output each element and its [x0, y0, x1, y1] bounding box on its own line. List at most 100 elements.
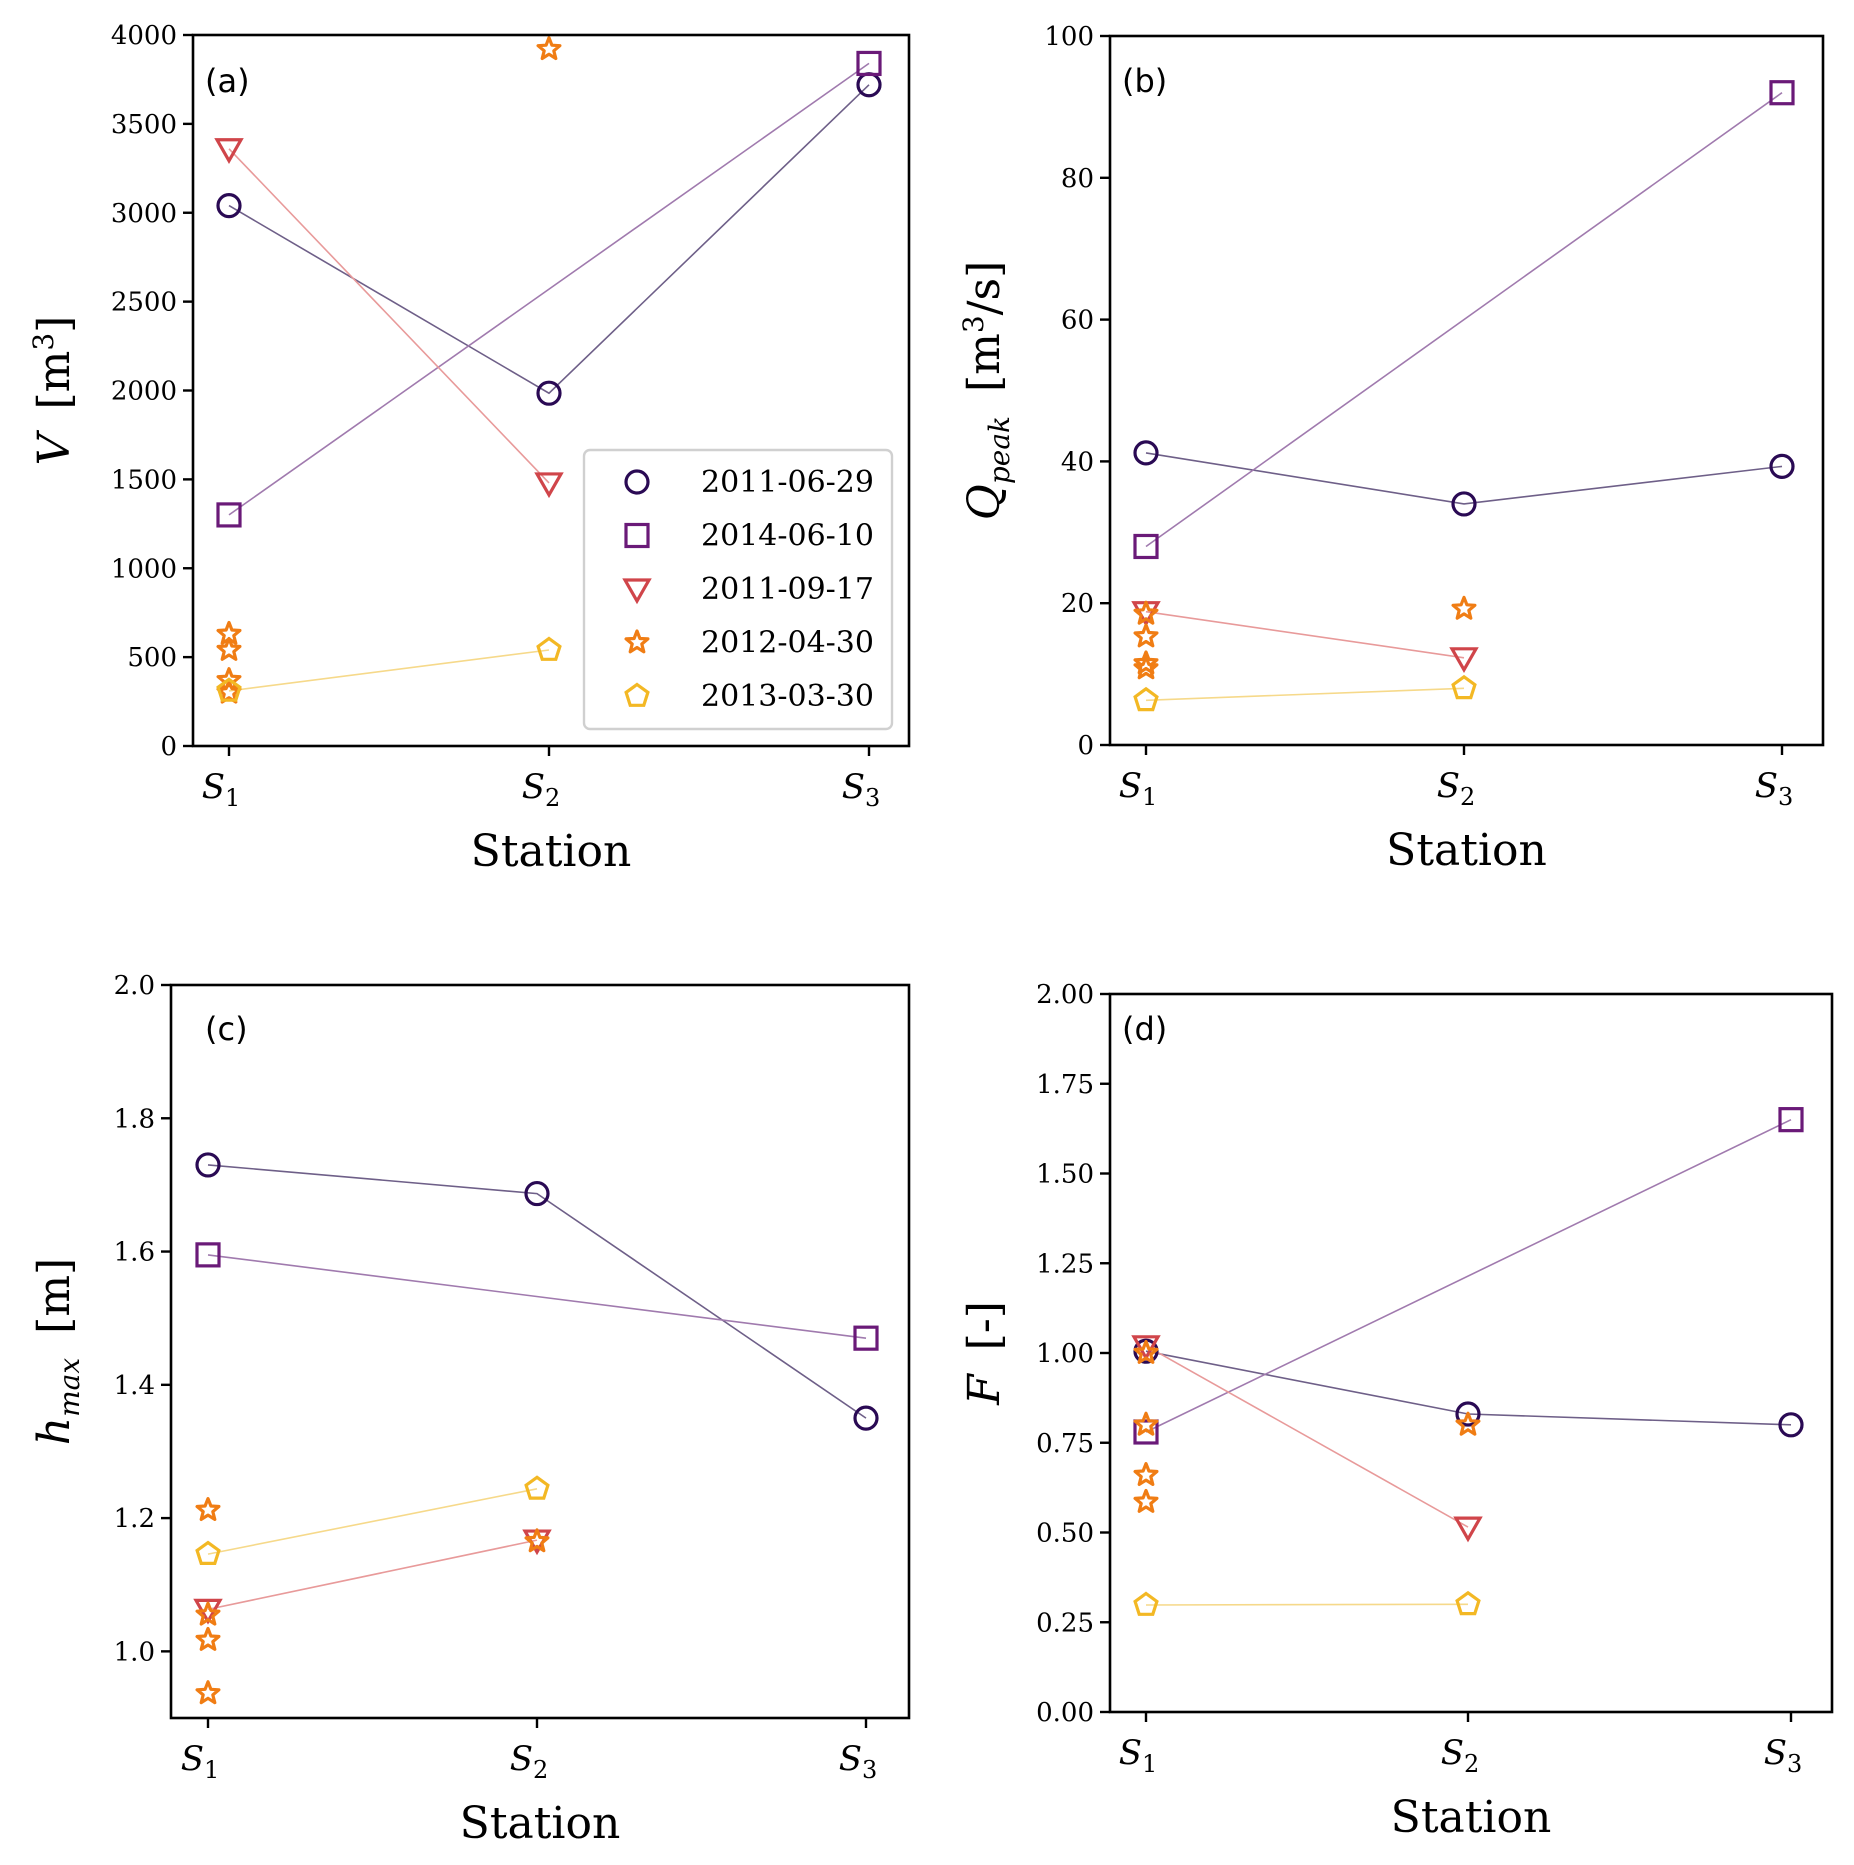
data-point-2012-04-30-1	[195, 1601, 221, 1626]
y-tick-label: 1.75	[1036, 1070, 1094, 1100]
legend-marker-star	[624, 629, 650, 654]
y-tick-label: 0	[1077, 731, 1094, 761]
series-line-2014-06-10	[1145, 1118, 1792, 1433]
data-point-2014-06-10-0	[1133, 533, 1159, 560]
legend-marker-pentagon	[624, 682, 650, 707]
y-tick-label: 1.6	[114, 1238, 155, 1268]
y-tick-label: 2.00	[1036, 980, 1094, 1010]
series-line-2013-03-30	[1145, 1603, 1469, 1606]
panel-b: 0 20 40 60 80 100 S1 S2 S3 Station Qpeak [m3/s] (b)	[957, 22, 1825, 876]
data-point-2011-06-29-2	[856, 72, 882, 98]
data-point-2013-03-30-1	[1451, 674, 1477, 700]
y-tick-label: 1.00	[1036, 1339, 1094, 1369]
x-axis-label: Station	[1386, 825, 1547, 876]
y-tick-label: 500	[127, 643, 177, 673]
data-point-2012-04-30-4	[1455, 1411, 1481, 1436]
x-axis-label: Station	[460, 1798, 621, 1849]
panel-label: (d)	[1122, 1010, 1167, 1048]
y-axis-label: hmax [m]	[29, 1258, 86, 1445]
data-point-2012-04-30-4	[536, 36, 562, 61]
data-point-2014-06-10-0	[1133, 1419, 1159, 1445]
y-tick-label: 3000	[111, 199, 177, 229]
data-point-2014-06-10-1	[853, 1325, 879, 1351]
data-point-2013-03-30-0	[216, 677, 242, 702]
x-tick-label: S1	[202, 767, 241, 812]
y-tick-label: 2000	[111, 377, 177, 407]
x-tick-label: S1	[1119, 766, 1158, 811]
data-point-2014-06-10-1	[1769, 80, 1795, 106]
series-line-2014-06-10	[1145, 92, 1783, 548]
data-point-2011-06-29-1	[536, 380, 562, 406]
y-tick-label: 20	[1061, 589, 1094, 619]
x-tick-label: S1	[181, 1739, 220, 1784]
legend-entry: 2014-06-10	[624, 519, 874, 554]
y-axis-label: F [-]	[959, 1301, 1010, 1406]
legend-marker-square	[624, 522, 650, 549]
x-axis-label: Station	[1391, 1792, 1552, 1843]
y-tick-label: 60	[1061, 306, 1094, 336]
legend-box	[582, 448, 894, 731]
data-point-2014-06-10-1	[1778, 1107, 1804, 1133]
series-line-2011-06-29	[207, 1164, 867, 1419]
y-tick-label: 2500	[111, 288, 177, 318]
data-point-2012-04-30-2	[195, 1626, 221, 1651]
data-point-2011-06-29-0	[216, 193, 242, 219]
data-point-2012-04-30-3	[1133, 655, 1159, 680]
data-point-2011-09-17-1	[1449, 647, 1479, 674]
data-point-2013-03-30-0	[1133, 1591, 1159, 1616]
data-point-2014-06-10-0	[216, 502, 242, 528]
panel-a: 0 500 1000 1500 2000 2500 3000 3500 4000 S1 S2 S3 St…	[27, 21, 911, 877]
y-axis-label: V [m3]	[27, 316, 80, 466]
series-line-2011-09-17	[1145, 610, 1465, 659]
data-point-2012-04-30-2	[1133, 650, 1159, 675]
panel-d: 0.00 0.25 0.50 0.75 1.00 1.25 1.50 1.75 2.00 S1 S2…	[959, 980, 1834, 1843]
data-point-2012-04-30-4	[1451, 595, 1477, 620]
data-point-2012-04-30-1	[1133, 623, 1159, 648]
y-tick-label: 0.50	[1036, 1519, 1094, 1549]
data-point-2013-03-30-1	[536, 636, 562, 661]
data-point-2011-06-29-1	[524, 1180, 550, 1207]
series-line-2011-09-17	[207, 1539, 538, 1611]
data-point-2011-06-29-1	[1451, 491, 1477, 517]
y-axis-label: Qpeak [m3/s]	[957, 261, 1016, 521]
data-point-2012-04-30-1	[1133, 1411, 1159, 1436]
y-tick-label: 0.25	[1036, 1608, 1094, 1638]
series-line-2014-06-10	[207, 1254, 867, 1339]
data-point-2011-06-29-2	[1778, 1412, 1804, 1438]
y-tick-label: 40	[1061, 447, 1094, 477]
series-line-2013-03-30	[207, 1488, 538, 1555]
data-point-2012-04-30-0	[195, 1496, 221, 1522]
series-line-2013-03-30	[228, 649, 550, 692]
data-point-2011-06-29-0	[195, 1152, 221, 1178]
y-tick-label: 1.25	[1036, 1249, 1094, 1279]
y-tick-label: 4000	[111, 21, 177, 51]
data-point-2013-03-30-0	[195, 1540, 221, 1566]
legend-marker-circle	[624, 469, 650, 495]
data-point-2011-09-17-0	[1131, 1335, 1161, 1362]
legend-marker-triangle-down	[622, 578, 652, 605]
legend-entry: 2012-04-30	[624, 626, 874, 661]
x-tick-label: S3	[1764, 1733, 1803, 1778]
y-tick-label: 0.75	[1036, 1429, 1094, 1459]
data-point-2012-04-30-0	[1133, 1339, 1159, 1364]
y-tick-label: 2.0	[114, 971, 155, 1001]
legend-label: 2012-04-30	[701, 626, 874, 661]
x-tick-label: S3	[839, 1739, 878, 1784]
data-point-2012-04-30-3	[216, 679, 242, 704]
x-axis-label: Station	[471, 826, 632, 877]
x-tick-label: S2	[522, 767, 561, 812]
data-point-2011-06-29-1	[1455, 1401, 1481, 1427]
series-line-2011-09-17	[228, 148, 550, 484]
panel-label: (a)	[205, 62, 250, 100]
y-tick-label: 1.2	[114, 1504, 155, 1534]
x-tick-label: S3	[842, 767, 881, 812]
x-tick-label: S2	[1437, 766, 1476, 811]
y-tick-label: 1.8	[114, 1104, 155, 1134]
data-point-2014-06-10-0	[195, 1242, 221, 1268]
legend-label: 2014-06-10	[701, 519, 874, 554]
panel-c: 1.0 1.2 1.4 1.6 1.8 2.0 S1 S2 S3 Station hmax [m] (…	[29, 971, 911, 1849]
data-point-2012-04-30-4	[524, 1528, 550, 1553]
plot-frame	[169, 983, 911, 1720]
x-tick-label: S2	[1441, 1733, 1480, 1778]
